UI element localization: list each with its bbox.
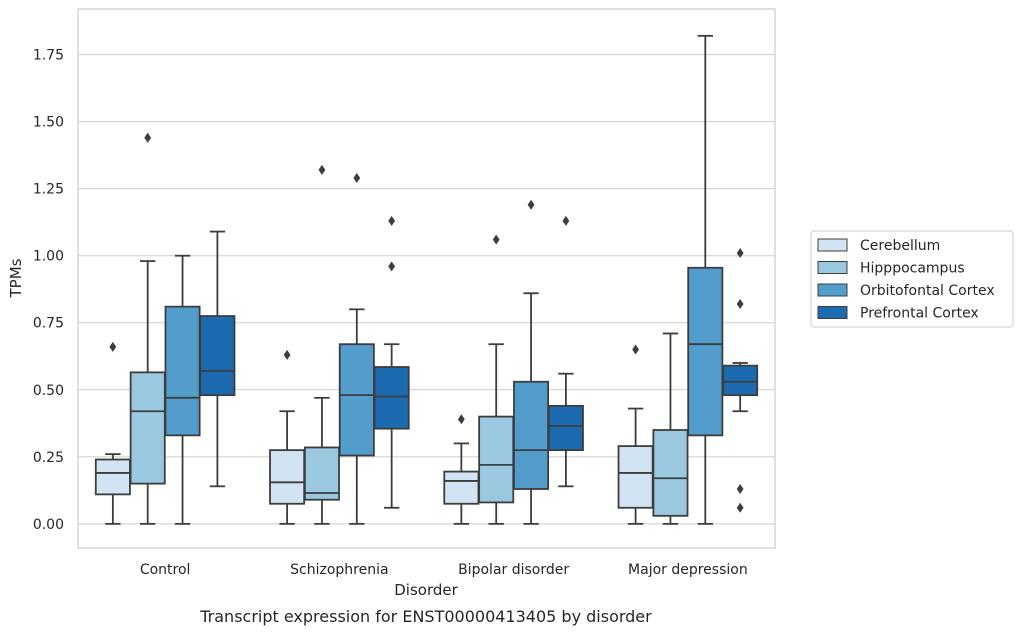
- box-group: [269, 349, 306, 525]
- y-tick-label: 0.25: [33, 450, 64, 466]
- y-tick-label: 1.25: [33, 182, 64, 198]
- legend-frame: [810, 230, 1014, 328]
- box-body: [652, 429, 689, 517]
- outlier-marker: [562, 215, 570, 226]
- x-tick-labels: Control Schizophrenia Bipolar disorder Majo…: [140, 562, 748, 578]
- box-group: [373, 215, 410, 509]
- box-group: [164, 254, 201, 525]
- box-group: [617, 344, 654, 525]
- y-tick-label: 0.75: [33, 316, 64, 332]
- box-body: [513, 380, 550, 490]
- box-group: [129, 132, 166, 525]
- legend-swatch: [817, 306, 848, 319]
- outlier-marker: [388, 261, 396, 272]
- outlier-marker: [144, 132, 152, 143]
- legend-swatch: [817, 283, 848, 297]
- box-body: [269, 449, 306, 505]
- legend-label: Prefrontal Cortex: [860, 306, 979, 322]
- x-tick-label: Schizophrenia: [290, 562, 388, 578]
- box-group: [94, 341, 131, 525]
- y-tick-label: 0.50: [33, 383, 64, 399]
- box-group: [513, 199, 550, 525]
- figure-caption: Transcript expression for ENST0000041340…: [199, 607, 652, 626]
- y-axis-label: TPMs: [7, 258, 25, 298]
- box-body: [687, 266, 724, 437]
- y-tick-label: 0.00: [33, 517, 64, 533]
- box-body: [722, 364, 759, 397]
- box-group: [199, 230, 236, 488]
- outlier-marker: [353, 172, 361, 183]
- outlier-marker: [388, 215, 396, 226]
- box-group: [687, 34, 724, 525]
- outlier-marker: [736, 248, 744, 259]
- outlier-marker: [736, 502, 744, 513]
- box-body: [164, 305, 201, 437]
- outlier-marker: [527, 199, 535, 210]
- box-body: [373, 366, 410, 430]
- box-group: [303, 164, 340, 525]
- box-group: [722, 248, 759, 513]
- x-tick-label: Bipolar disorder: [458, 562, 569, 578]
- legend-label: Cerebellum: [860, 238, 940, 254]
- box-body: [303, 446, 340, 501]
- y-tick-labels: 0.00 0.25 0.50 0.75 1.00 1.25 1.50 1.75: [33, 48, 64, 533]
- plot-area-frame: [77, 8, 776, 549]
- y-tick-label: 1.75: [33, 48, 64, 64]
- box-group: [652, 332, 689, 525]
- box-group: [547, 215, 584, 488]
- box-body: [478, 415, 515, 504]
- box-body: [547, 404, 584, 452]
- box-group: [478, 234, 515, 525]
- outlier-marker: [736, 484, 744, 495]
- legend-label: Hipppocampus: [860, 261, 965, 277]
- legend-label: Orbitofontal Cortex: [860, 283, 995, 299]
- box-body: [129, 371, 166, 485]
- box-group: [443, 414, 480, 525]
- legend-swatch: [817, 261, 848, 274]
- outlier-marker: [318, 164, 326, 175]
- outlier-marker: [283, 349, 291, 360]
- x-tick-label: Major depression: [628, 562, 748, 578]
- outlier-marker: [632, 344, 639, 355]
- box-body: [199, 315, 236, 397]
- outlier-marker: [457, 414, 465, 425]
- y-tick-label: 1.50: [33, 115, 64, 131]
- outlier-marker: [736, 298, 744, 309]
- legend: Cerebellum Hipppocampus Orbitofontal Corte…: [810, 230, 1014, 328]
- box-body: [617, 445, 654, 509]
- boxes: [94, 34, 759, 525]
- box-body: [338, 343, 375, 457]
- outlier-marker: [492, 234, 500, 245]
- box-body: [94, 458, 131, 496]
- box-body: [443, 470, 480, 505]
- legend-swatch: [817, 238, 848, 252]
- x-axis-label: Disorder: [394, 581, 458, 599]
- outlier-marker: [109, 341, 117, 352]
- x-tick-label: Control: [140, 562, 191, 578]
- y-tick-label: 1.00: [33, 249, 64, 265]
- box-group: [338, 172, 375, 525]
